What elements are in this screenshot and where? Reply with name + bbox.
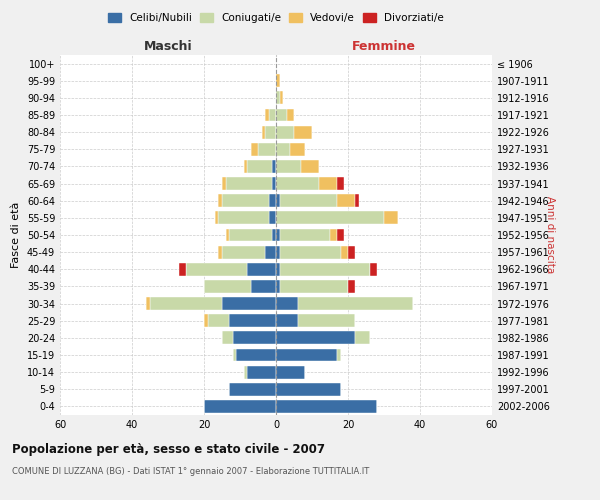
Bar [251, 280, 276, 293]
Bar [146, 297, 150, 310]
Bar [280, 246, 341, 258]
Bar [229, 314, 276, 327]
Bar [348, 280, 355, 293]
Bar [276, 108, 287, 122]
Bar [215, 212, 218, 224]
Bar [384, 212, 398, 224]
Bar [337, 194, 355, 207]
Bar [272, 177, 276, 190]
Bar [276, 74, 280, 87]
Bar [355, 332, 370, 344]
Bar [276, 160, 301, 173]
Bar [276, 348, 337, 362]
Bar [280, 92, 283, 104]
Bar [276, 126, 294, 138]
Bar [298, 297, 413, 310]
Bar [276, 194, 280, 207]
Bar [290, 143, 305, 156]
Bar [265, 126, 276, 138]
Bar [276, 246, 280, 258]
Text: Maschi: Maschi [143, 40, 193, 54]
Bar [222, 332, 233, 344]
Bar [330, 228, 337, 241]
Bar [276, 212, 384, 224]
Bar [276, 143, 290, 156]
Bar [208, 314, 229, 327]
Bar [229, 228, 272, 241]
Bar [337, 177, 344, 190]
Y-axis label: Anni di nascita: Anni di nascita [545, 196, 555, 274]
Bar [247, 366, 276, 378]
Bar [262, 126, 265, 138]
Bar [244, 366, 247, 378]
Text: Popolazione per età, sesso e stato civile - 2007: Popolazione per età, sesso e stato civil… [12, 442, 325, 456]
Bar [247, 263, 276, 276]
Bar [236, 348, 276, 362]
Legend: Celibi/Nubili, Coniugati/e, Vedovi/e, Divorziati/e: Celibi/Nubili, Coniugati/e, Vedovi/e, Di… [105, 10, 447, 26]
Bar [276, 92, 280, 104]
Bar [269, 194, 276, 207]
Bar [222, 194, 269, 207]
Bar [276, 177, 319, 190]
Bar [179, 263, 186, 276]
Bar [269, 108, 276, 122]
Bar [186, 263, 247, 276]
Bar [204, 280, 251, 293]
Bar [276, 263, 280, 276]
Bar [233, 332, 276, 344]
Bar [294, 126, 312, 138]
Bar [258, 143, 276, 156]
Text: Femmine: Femmine [352, 40, 416, 54]
Bar [355, 194, 359, 207]
Bar [341, 246, 348, 258]
Bar [337, 228, 344, 241]
Bar [244, 160, 247, 173]
Bar [251, 143, 258, 156]
Bar [280, 263, 370, 276]
Y-axis label: Fasce di età: Fasce di età [11, 202, 21, 268]
Bar [276, 332, 355, 344]
Bar [222, 246, 265, 258]
Bar [280, 194, 337, 207]
Bar [247, 160, 272, 173]
Bar [276, 400, 377, 413]
Bar [319, 177, 337, 190]
Bar [226, 177, 272, 190]
Bar [348, 246, 355, 258]
Bar [218, 246, 222, 258]
Bar [229, 383, 276, 396]
Bar [150, 297, 222, 310]
Bar [233, 348, 236, 362]
Bar [265, 246, 276, 258]
Bar [287, 108, 294, 122]
Bar [301, 160, 319, 173]
Bar [272, 160, 276, 173]
Bar [280, 228, 330, 241]
Bar [276, 228, 280, 241]
Bar [276, 280, 280, 293]
Bar [218, 194, 222, 207]
Bar [222, 297, 276, 310]
Bar [204, 400, 276, 413]
Bar [222, 177, 226, 190]
Bar [272, 228, 276, 241]
Bar [226, 228, 229, 241]
Bar [276, 314, 298, 327]
Bar [298, 314, 355, 327]
Bar [218, 212, 269, 224]
Text: COMUNE DI LUZZANA (BG) - Dati ISTAT 1° gennaio 2007 - Elaborazione TUTTITALIA.IT: COMUNE DI LUZZANA (BG) - Dati ISTAT 1° g… [12, 468, 369, 476]
Bar [265, 108, 269, 122]
Bar [269, 212, 276, 224]
Bar [280, 280, 348, 293]
Bar [204, 314, 208, 327]
Bar [276, 383, 341, 396]
Bar [276, 366, 305, 378]
Bar [337, 348, 341, 362]
Bar [276, 297, 298, 310]
Bar [370, 263, 377, 276]
